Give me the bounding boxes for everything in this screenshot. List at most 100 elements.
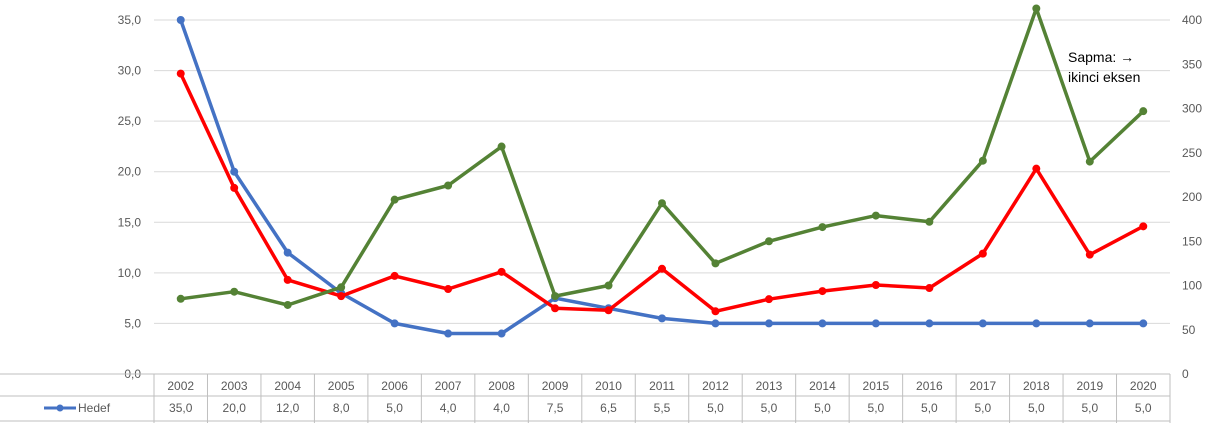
y-right-tick-label: 200 [1182, 190, 1202, 204]
data-table-cell: 5,5 [654, 401, 671, 415]
x-tick-label: 2017 [969, 379, 996, 393]
x-tick-label: 2015 [863, 379, 890, 393]
series-lines [176, 4, 1148, 338]
data-point [230, 167, 239, 176]
y-right-tick-label: 0 [1182, 367, 1189, 381]
y-left-tick-label: 30,0 [118, 64, 142, 78]
data-table-cell: 5,0 [921, 401, 938, 415]
data-point [604, 281, 613, 290]
y-left-tick-label: 15,0 [118, 215, 142, 229]
data-point [978, 249, 987, 258]
x-tick-label: 2003 [221, 379, 248, 393]
data-point [925, 319, 934, 328]
data-point [1032, 164, 1041, 173]
data-point [1139, 319, 1148, 328]
y-right-tick-label: 50 [1182, 323, 1196, 337]
y-axis-right: 0 50 100 150 200 250 300 350 400 [1182, 13, 1202, 381]
x-tick-label: 2004 [274, 379, 301, 393]
data-point [658, 314, 666, 323]
data-point [818, 319, 827, 328]
x-tick-label: 2014 [809, 379, 836, 393]
data-point [764, 319, 773, 328]
annotation-line-1: Sapma: → [1068, 49, 1134, 65]
annotation-line-2: ikinci eksen [1068, 69, 1140, 85]
data-point [818, 287, 827, 296]
data-point [390, 195, 399, 204]
x-tick-label: 2013 [756, 379, 783, 393]
y-left-tick-label: 10,0 [118, 266, 142, 280]
data-point [764, 295, 773, 304]
data-point [390, 271, 399, 280]
y-right-tick-label: 350 [1182, 57, 1202, 71]
data-table-cell: 5,0 [868, 401, 885, 415]
data-point [497, 329, 506, 338]
data-point [230, 287, 239, 296]
data-point [337, 292, 346, 301]
data-point [978, 319, 987, 328]
data-point [764, 237, 773, 246]
data-point [176, 16, 185, 24]
y-left-tick-label: 20,0 [118, 165, 142, 179]
data-point [1032, 319, 1041, 328]
data-point [1085, 157, 1094, 166]
x-tick-label: 2020 [1130, 379, 1157, 393]
data-point [444, 181, 453, 190]
x-tick-label: 2019 [1076, 379, 1103, 393]
data-point [818, 223, 827, 232]
data-table-cell: 5,0 [386, 401, 403, 415]
data-table-cell: 4,0 [440, 401, 457, 415]
data-point [497, 267, 506, 276]
data-point [283, 300, 292, 309]
data-table-cell: 7,5 [547, 401, 564, 415]
data-point [283, 248, 292, 257]
x-tick-label: 2006 [381, 379, 408, 393]
series-line [178, 71, 1146, 314]
data-table-cell: 8,0 [333, 401, 350, 415]
data-table-cell: 20,0 [223, 401, 247, 415]
y-left-tick-label: 25,0 [118, 114, 142, 128]
gridlines [154, 19, 1170, 324]
data-point [176, 69, 185, 78]
x-tick-label: 2009 [542, 379, 569, 393]
y-right-tick-label: 100 [1182, 279, 1202, 293]
x-tick-label: 2010 [595, 379, 622, 393]
x-tick-label: 2008 [488, 379, 515, 393]
data-point [711, 259, 720, 268]
data-point [871, 280, 880, 289]
x-tick-label: 2002 [167, 379, 194, 393]
data-point [658, 199, 666, 208]
data-point [444, 329, 453, 338]
data-table-cell: 5,0 [1135, 401, 1152, 415]
data-point [497, 142, 506, 151]
data-point [978, 156, 987, 165]
x-tick-label: 2018 [1023, 379, 1050, 393]
legend-key-marker [56, 404, 64, 412]
x-tick-label: 2007 [435, 379, 462, 393]
x-tick-label: 2016 [916, 379, 943, 393]
data-point [1085, 250, 1094, 259]
x-tick-label: 2005 [328, 379, 355, 393]
data-point [871, 319, 880, 328]
data-point [604, 306, 613, 315]
data-point [925, 217, 934, 226]
y-right-tick-label: 250 [1182, 146, 1202, 160]
y-right-tick-label: 400 [1182, 13, 1202, 27]
data-table-cell: 4,0 [493, 401, 510, 415]
data-point [711, 319, 720, 328]
data-point [1085, 319, 1094, 328]
data-point [871, 211, 880, 220]
series-line [178, 18, 1146, 336]
data-table-cell: 5,0 [1028, 401, 1045, 415]
data-table-cell: 35,0 [169, 401, 193, 415]
y-left-tick-label: 35,0 [118, 13, 142, 27]
y-right-tick-label: 300 [1182, 102, 1202, 116]
data-table: 2002 2003 2004 2005 2006 2007 2008 2009 2010 2011… [0, 373, 1171, 423]
data-table-cell: 12,0 [276, 401, 300, 415]
data-point [1139, 222, 1148, 231]
data-table-cell: 5,0 [707, 401, 724, 415]
data-point [551, 304, 560, 313]
data-table-cell: 6,5 [600, 401, 617, 415]
data-point [711, 307, 720, 316]
y-axis-left: 0,05,010,015,020,025,030,035,0 [118, 13, 142, 381]
